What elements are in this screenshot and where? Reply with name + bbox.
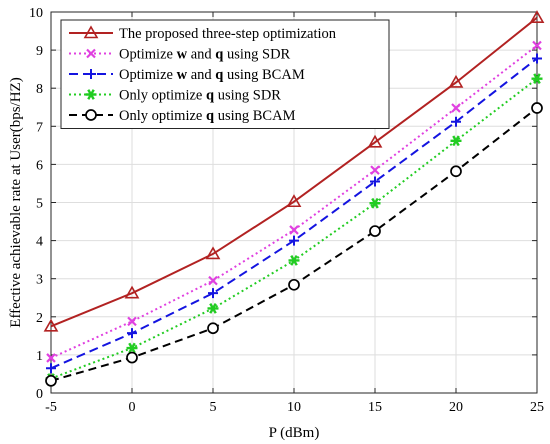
circle-marker	[531, 102, 543, 114]
legend-text-part: Optimize	[119, 67, 177, 83]
legend-text-part: using BCAM	[214, 108, 295, 124]
circle-marker	[85, 109, 97, 121]
circle-marker	[369, 225, 381, 237]
y-axis-label: Effective achievable rate at User(bps/HZ…	[8, 77, 24, 327]
y-tick-label: 1	[36, 349, 43, 364]
x-axis-label: P (dBm)	[269, 425, 320, 441]
y-tick-label: 4	[36, 235, 43, 250]
series-layer	[43, 10, 545, 387]
circle-marker	[126, 351, 138, 364]
legend-bold-symbol: q	[206, 108, 214, 124]
legend-text-part: The proposed three-step optimization	[119, 26, 337, 42]
star-marker	[126, 342, 138, 354]
x-marker	[532, 40, 542, 51]
x-tick-label: 25	[530, 400, 544, 415]
plus-marker	[532, 53, 542, 64]
y-tick-label: 9	[36, 44, 43, 59]
circle-marker	[45, 374, 57, 387]
legend-entry: The proposed three-step optimization	[69, 25, 337, 42]
circle-marker	[207, 322, 219, 335]
triangle-marker	[448, 74, 464, 88]
y-tick-label: 5	[36, 197, 43, 212]
x-marker	[86, 48, 96, 59]
x-tick-label: 0	[129, 400, 136, 415]
triangle-marker	[529, 10, 545, 24]
star-marker	[531, 73, 543, 85]
star-marker	[85, 89, 97, 100]
x-marker	[127, 316, 137, 327]
y-tick-label: 8	[36, 82, 43, 97]
triangle-marker	[286, 194, 302, 208]
series-5	[45, 102, 543, 387]
x-tick-label: 10	[287, 400, 301, 415]
x-tick-label: -5	[45, 400, 57, 415]
x-marker	[370, 165, 380, 175]
star-marker	[288, 255, 300, 266]
triangle-marker	[43, 318, 59, 332]
x-axis-ticks: -5 0 5 10 15 20 25	[45, 12, 544, 415]
legend-entry: Optimize w and q using SDR	[69, 47, 291, 63]
legend-text-part: and	[187, 67, 215, 83]
y-tick-label: 6	[36, 158, 43, 173]
y-tick-label: 7	[36, 120, 43, 135]
plus-marker	[289, 235, 299, 246]
triangle-marker	[367, 134, 383, 148]
plus-marker	[86, 69, 96, 79]
legend-text-part: Optimize	[119, 47, 177, 63]
plus-marker	[46, 363, 56, 374]
x-marker	[451, 103, 461, 113]
series-3	[46, 53, 542, 374]
legend-entry: Optimize w and q using BCAM	[69, 67, 305, 83]
legend-bold-symbol: q	[215, 67, 223, 83]
triangle-marker	[83, 25, 99, 39]
legend-label: Optimize w and q using BCAM	[119, 67, 305, 83]
legend-entry: Only optimize q using SDR	[69, 88, 281, 104]
plus-marker	[127, 328, 137, 339]
legend-text-part: using BCAM	[223, 67, 304, 83]
x-marker	[289, 225, 299, 235]
star-marker	[207, 303, 219, 314]
star-marker	[450, 135, 462, 147]
plus-marker	[370, 176, 380, 187]
legend-bold-symbol: q	[206, 88, 214, 104]
legend-text-part: using SDR	[214, 88, 281, 104]
star-marker	[369, 197, 381, 209]
legend-box	[60, 19, 390, 129]
circle-marker	[450, 165, 462, 178]
x-tick-label: 20	[449, 400, 463, 415]
y-tick-label: 0	[36, 387, 43, 402]
legend-text-part: using SDR	[223, 47, 290, 63]
x-tick-label: 5	[210, 400, 217, 415]
triangle-marker	[205, 246, 221, 260]
x-marker	[208, 275, 218, 286]
legend-entry: Only optimize q using BCAM	[69, 108, 296, 124]
legend-bold-symbol: w	[177, 67, 188, 83]
legend-label: Optimize w and q using SDR	[119, 47, 291, 63]
series-1	[43, 10, 545, 332]
triangle-marker	[124, 285, 140, 299]
x-tick-label: 15	[368, 400, 382, 415]
y-tick-label: 2	[36, 311, 43, 326]
plus-marker	[208, 288, 218, 299]
legend-text-part: and	[187, 47, 215, 63]
plus-marker	[451, 116, 461, 127]
y-tick-label: 10	[29, 6, 43, 21]
legend-label: Only optimize q using SDR	[119, 88, 281, 104]
legend: The proposed three-step optimization Opti…	[60, 19, 390, 129]
legend-text-part: Only optimize	[119, 88, 206, 104]
series-2	[46, 40, 542, 363]
x-marker	[46, 353, 56, 363]
legend-label: Only optimize q using BCAM	[119, 108, 296, 124]
legend-bold-symbol: w	[177, 47, 188, 63]
legend-bold-symbol: q	[215, 47, 223, 63]
legend-text-part: Only optimize	[119, 108, 206, 124]
series-line	[50, 16, 538, 328]
legend-label: The proposed three-step optimization	[119, 26, 337, 42]
circle-marker	[288, 278, 300, 291]
y-tick-label: 3	[36, 273, 43, 288]
